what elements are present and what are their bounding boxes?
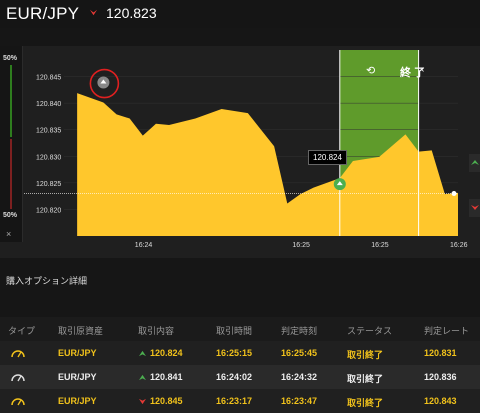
y-tick-label: 120.830 <box>36 154 61 161</box>
cell-rate: 120.843 <box>424 396 457 406</box>
col-judge-time: 判定時刻 <box>281 326 318 336</box>
instrument-pair: EUR/JPY <box>6 4 80 23</box>
entry-price-label: 120.824 <box>308 150 347 165</box>
cell-content: 120.841 <box>138 372 183 382</box>
highlight-circle <box>89 68 120 99</box>
cell-content: 120.824 <box>138 348 183 358</box>
col-type: タイプ <box>8 326 36 336</box>
x-tick-label: 16:25 <box>371 242 389 249</box>
section-title: 購入オプション詳細 <box>6 276 88 286</box>
cell-asset: EUR/JPY <box>58 348 97 358</box>
high-button[interactable] <box>469 154 480 172</box>
current-price: 120.823 <box>106 5 157 21</box>
put-gauge <box>10 139 12 209</box>
cell-time: 16:23:17 <box>216 396 253 406</box>
table-row[interactable]: EUR/JPY 120.845 16:23:17 16:23:47 取引終了 120.84… <box>0 389 480 413</box>
col-time: 取引時間 <box>216 326 253 336</box>
cell-time: 16:24:02 <box>216 372 253 382</box>
cell-time: 16:25:15 <box>216 348 253 358</box>
cell-judge-time: 16:23:47 <box>281 396 318 406</box>
cell-content-value: 120.841 <box>150 372 183 382</box>
y-tick-label: 120.835 <box>36 128 61 135</box>
cell-status: 取引終了 <box>347 374 384 384</box>
col-asset: 取引原資産 <box>58 326 104 336</box>
sentiment-bar: 50% 50% × <box>0 46 23 242</box>
put-percent: 50% <box>3 212 18 219</box>
cell-content-value: 120.845 <box>150 396 183 406</box>
arrow-up-icon <box>100 79 107 84</box>
y-tick-label: 120.825 <box>36 181 61 188</box>
call-percent: 50% <box>3 55 18 62</box>
arrow-up-icon <box>139 374 146 381</box>
chevron-left-icon: ‹ <box>421 64 425 75</box>
cell-status: 取引終了 <box>347 350 384 360</box>
price-chart[interactable]: 120.845 120.840 120.835 120.830 120.825 120.8… <box>0 0 480 258</box>
current-price-dot <box>451 190 457 196</box>
cell-content-value: 120.824 <box>150 348 183 358</box>
y-tick-label: 120.840 <box>36 101 61 108</box>
col-rate: 判定レート <box>424 326 470 336</box>
cell-rate: 120.836 <box>424 372 457 382</box>
close-icon[interactable]: × <box>6 229 12 239</box>
call-gauge <box>10 65 12 137</box>
col-status: ステータス <box>347 326 393 336</box>
cell-content: 120.845 <box>138 396 183 406</box>
arrow-down-icon <box>471 205 479 210</box>
table-row[interactable]: EUR/JPY 120.824 16:25:15 16:25:45 取引終了 120.83… <box>0 341 480 365</box>
y-tick-label: 120.820 <box>36 207 61 214</box>
arrow-down-icon <box>89 9 98 16</box>
gauge-icon <box>11 398 25 406</box>
refresh-icon: ⟲ <box>366 65 376 77</box>
arrow-up-icon <box>336 181 343 186</box>
cell-status: 取引終了 <box>347 398 384 408</box>
x-tick-label: 16:24 <box>135 242 153 249</box>
arrow-up-icon <box>471 160 479 165</box>
x-tick-label: 16:25 <box>292 242 310 249</box>
cell-rate: 120.831 <box>424 348 457 358</box>
table-header: タイプ 取引原資産 取引内容 取引時間 判定時刻 ステータス 判定レート <box>0 317 480 341</box>
gauge-icon <box>11 350 25 358</box>
y-tick-label: 120.845 <box>36 75 61 82</box>
arrow-up-icon <box>139 350 146 357</box>
gauge-icon <box>11 374 25 382</box>
x-tick-label: 16:26 <box>450 242 468 249</box>
cell-judge-time: 16:25:45 <box>281 348 318 358</box>
instrument-header: EUR/JPY 120.823 <box>0 0 480 28</box>
cell-judge-time: 16:24:32 <box>281 372 318 382</box>
cell-asset: EUR/JPY <box>58 372 97 382</box>
cell-asset: EUR/JPY <box>58 396 97 406</box>
price-area <box>77 93 458 236</box>
col-content: 取引内容 <box>138 326 175 336</box>
arrow-down-icon <box>139 398 146 405</box>
low-button[interactable] <box>469 199 480 217</box>
end-zone-label: 終了 <box>400 67 428 79</box>
table-row[interactable]: EUR/JPY 120.841 16:24:02 16:24:32 取引終了 120.83… <box>0 365 480 389</box>
